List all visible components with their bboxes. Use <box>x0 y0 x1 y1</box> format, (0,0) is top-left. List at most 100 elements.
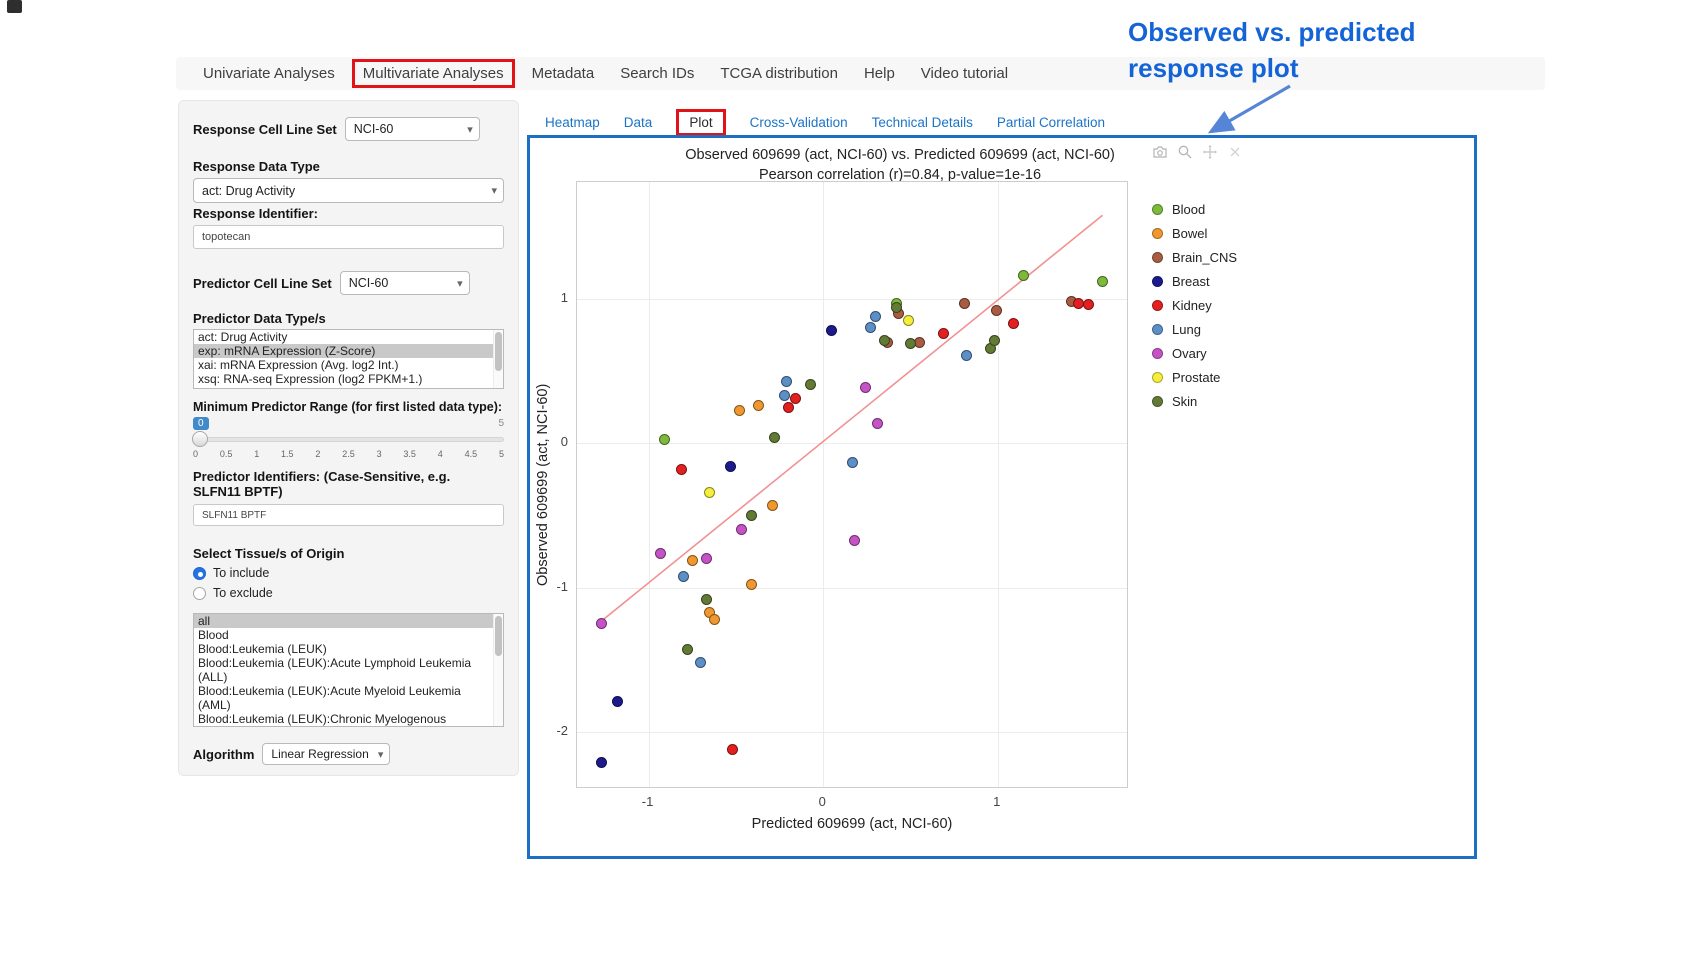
listbox-option[interactable]: exp: mRNA Expression (Z-Score) <box>194 344 493 358</box>
predictor-cell-line-set-select[interactable]: NCI-60 ▾ <box>339 271 470 295</box>
annotation-arrow-icon <box>1207 84 1291 134</box>
min-predictor-range-slider[interactable]: 0 5 0 0.5 1 1.5 2 2.5 3 3.5 4 4.5 5 <box>192 417 504 461</box>
listbox-option[interactable]: Blood:Leukemia (LEUK):Chronic Myelogenou… <box>198 712 447 726</box>
legend-item[interactable]: Lung <box>1152 322 1237 337</box>
slider-track[interactable] <box>193 437 504 442</box>
nav-item-search-ids[interactable]: Search IDs <box>620 65 695 82</box>
tab-partial-correlation[interactable]: Partial Correlation <box>996 114 1105 130</box>
tab-plot[interactable]: Plot <box>676 108 726 136</box>
gridline <box>577 443 1127 445</box>
scrollbar-thumb[interactable] <box>495 616 502 657</box>
camera-icon[interactable] <box>1152 144 1168 160</box>
legend-item[interactable]: Bowel <box>1152 226 1237 241</box>
chevron-down-icon: ▾ <box>491 185 497 197</box>
x-tick-label: 0 <box>818 794 826 809</box>
scatter-point <box>655 547 667 559</box>
nav-item-help[interactable]: Help <box>863 65 895 82</box>
listbox-option[interactable]: Blood:Leukemia (LEUK):Acute Myeloid Leuk… <box>198 684 461 712</box>
tissue-origin-label: Select Tissue/s of Origin <box>193 546 345 561</box>
tab-cross-validation[interactable]: Cross-Validation <box>749 114 848 130</box>
legend-label: Prostate <box>1172 370 1221 385</box>
legend-item[interactable]: Brain_CNS <box>1152 250 1237 265</box>
response-cell-line-set-select[interactable]: NCI-60 ▾ <box>344 117 480 141</box>
scatter-point <box>611 696 623 708</box>
algorithm-select[interactable]: Linear Regression ▾ <box>262 743 391 765</box>
scatter-point <box>746 579 758 591</box>
predictor-cell-line-set-label: Predictor Cell Line Set <box>193 275 332 291</box>
listbox-option[interactable]: all <box>194 614 493 628</box>
scrollbar[interactable] <box>493 614 503 726</box>
scatter-point <box>1097 276 1109 288</box>
min-predictor-range-label: Minimum Predictor Range (for first liste… <box>193 400 503 414</box>
y-tick-label: 0 <box>560 434 568 450</box>
scatter-point <box>658 433 670 445</box>
response-cell-line-set-value: NCI-60 <box>353 122 394 136</box>
legend-item[interactable]: Skin <box>1152 394 1237 409</box>
nav-item-multivariate[interactable]: Multivariate Analyses <box>351 59 515 88</box>
listbox-option[interactable]: Blood:Leukemia (LEUK) <box>198 642 327 656</box>
top-nav: Univariate Analyses Multivariate Analyse… <box>176 57 1545 90</box>
listbox-option[interactable]: Blood <box>198 628 229 642</box>
scatter-point <box>709 614 721 625</box>
tab-heatmap[interactable]: Heatmap <box>545 114 600 130</box>
predictor-identifiers-label: Predictor Identifiers: (Case-Sensitive, … <box>193 469 451 499</box>
response-identifier-input[interactable] <box>193 225 504 249</box>
scrollbar-thumb[interactable] <box>495 332 502 372</box>
scatter-point <box>746 510 758 522</box>
nav-item-univariate[interactable]: Univariate Analyses <box>203 65 335 82</box>
to-exclude-radio[interactable] <box>193 586 206 600</box>
scatter-point <box>847 456 859 468</box>
scatter-point <box>1083 299 1095 311</box>
slider-scale-tick: 2 <box>315 449 321 459</box>
legend-label: Skin <box>1172 394 1198 409</box>
legend-item[interactable]: Kidney <box>1152 298 1237 313</box>
scrollbar[interactable] <box>493 330 503 388</box>
plot-area[interactable] <box>576 181 1128 788</box>
legend-item[interactable]: Breast <box>1152 274 1237 289</box>
listbox-option[interactable]: act: Drug Activity <box>198 330 288 344</box>
listbox-option[interactable]: xsq: RNA-seq Expression (log2 FPKM+1.) <box>198 372 423 386</box>
listbox-option[interactable]: Blood:Leukemia (LEUK):Acute Lymphoid Leu… <box>198 656 472 684</box>
gridline <box>577 587 1127 589</box>
scatter-point <box>849 534 861 546</box>
legend-item[interactable]: Prostate <box>1152 370 1237 385</box>
tissue-options-listbox[interactable]: all Blood Blood:Leukemia (LEUK) Blood:Leuke… <box>193 613 504 727</box>
scatter-point <box>960 349 972 361</box>
tab-technical-details[interactable]: Technical Details <box>871 114 973 130</box>
predictor-data-types-listbox[interactable]: act: Drug Activity exp: mRNA Expression (… <box>193 329 504 389</box>
predictor-identifiers-input[interactable] <box>193 504 504 526</box>
scatter-point <box>1018 270 1030 282</box>
to-exclude-label: To exclude <box>213 586 273 600</box>
predictor-cell-line-set-value: NCI-60 <box>348 276 389 290</box>
nav-item-metadata[interactable]: Metadata <box>531 65 595 82</box>
legend-item[interactable]: Ovary <box>1152 346 1237 361</box>
response-data-type-value: act: Drug Activity <box>202 183 296 198</box>
slider-handle[interactable] <box>192 431 208 447</box>
to-include-radio[interactable] <box>193 566 206 580</box>
slider-scale-tick: 4 <box>437 449 443 459</box>
scatter-point <box>782 401 794 413</box>
nav-item-video-tutorial[interactable]: Video tutorial <box>920 65 1009 82</box>
screenshot-artifact <box>7 0 22 13</box>
legend-marker-icon <box>1152 276 1163 287</box>
chevron-down-icon: ▾ <box>467 123 473 136</box>
scatter-point <box>676 463 688 475</box>
scatter-point <box>695 657 707 669</box>
scatter-point <box>990 305 1002 316</box>
legend-marker-icon <box>1152 300 1163 311</box>
scatter-point <box>733 404 745 416</box>
pan-icon[interactable] <box>1202 144 1218 160</box>
zoom-icon[interactable] <box>1177 144 1193 160</box>
scatter-point <box>870 310 882 322</box>
scatter-point <box>700 593 712 605</box>
legend-label: Lung <box>1172 322 1201 337</box>
legend-item[interactable]: Blood <box>1152 202 1237 217</box>
nav-item-tcga-distribution[interactable]: TCGA distribution <box>720 65 838 82</box>
listbox-option[interactable]: xai: mRNA Expression (Avg. log2 Int.) <box>198 358 399 372</box>
close-icon[interactable] <box>1227 144 1243 160</box>
slider-scale-tick: 1.5 <box>281 449 294 459</box>
response-data-type-select[interactable]: act: Drug Activity ▾ <box>193 178 504 203</box>
tab-data[interactable]: Data <box>623 114 653 130</box>
scatter-point <box>938 328 950 340</box>
